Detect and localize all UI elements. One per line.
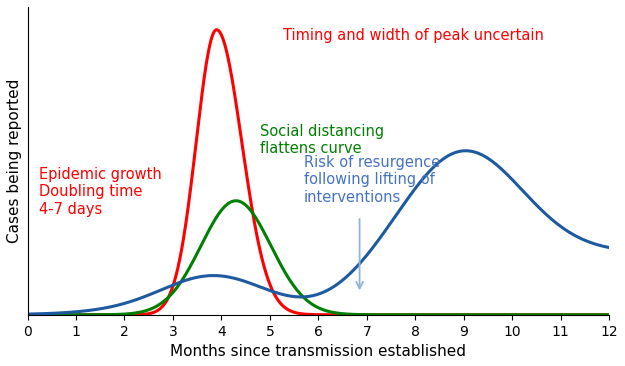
Y-axis label: Cases being reported: Cases being reported xyxy=(7,79,22,243)
Text: Epidemic growth
Doubling time
4-7 days: Epidemic growth Doubling time 4-7 days xyxy=(39,167,162,217)
X-axis label: Months since transmission established: Months since transmission established xyxy=(171,344,466,359)
Text: Social distancing
flattens curve: Social distancing flattens curve xyxy=(260,124,384,156)
Text: Timing and width of peak uncertain: Timing and width of peak uncertain xyxy=(284,29,544,44)
Text: Risk of resurgence
following lifting of
interventions: Risk of resurgence following lifting of … xyxy=(304,155,440,205)
